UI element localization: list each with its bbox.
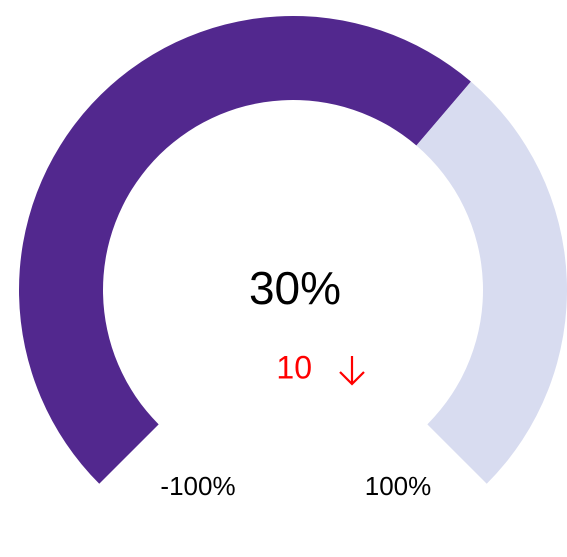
gauge-delta: 10	[276, 349, 312, 385]
gauge-track	[416, 81, 567, 484]
tick-label: 100%	[365, 471, 432, 501]
tick-label: -100%	[160, 471, 235, 501]
gauge-value: 30%	[249, 262, 341, 314]
gauge-bar	[19, 16, 471, 484]
delta-arrow	[339, 356, 365, 386]
